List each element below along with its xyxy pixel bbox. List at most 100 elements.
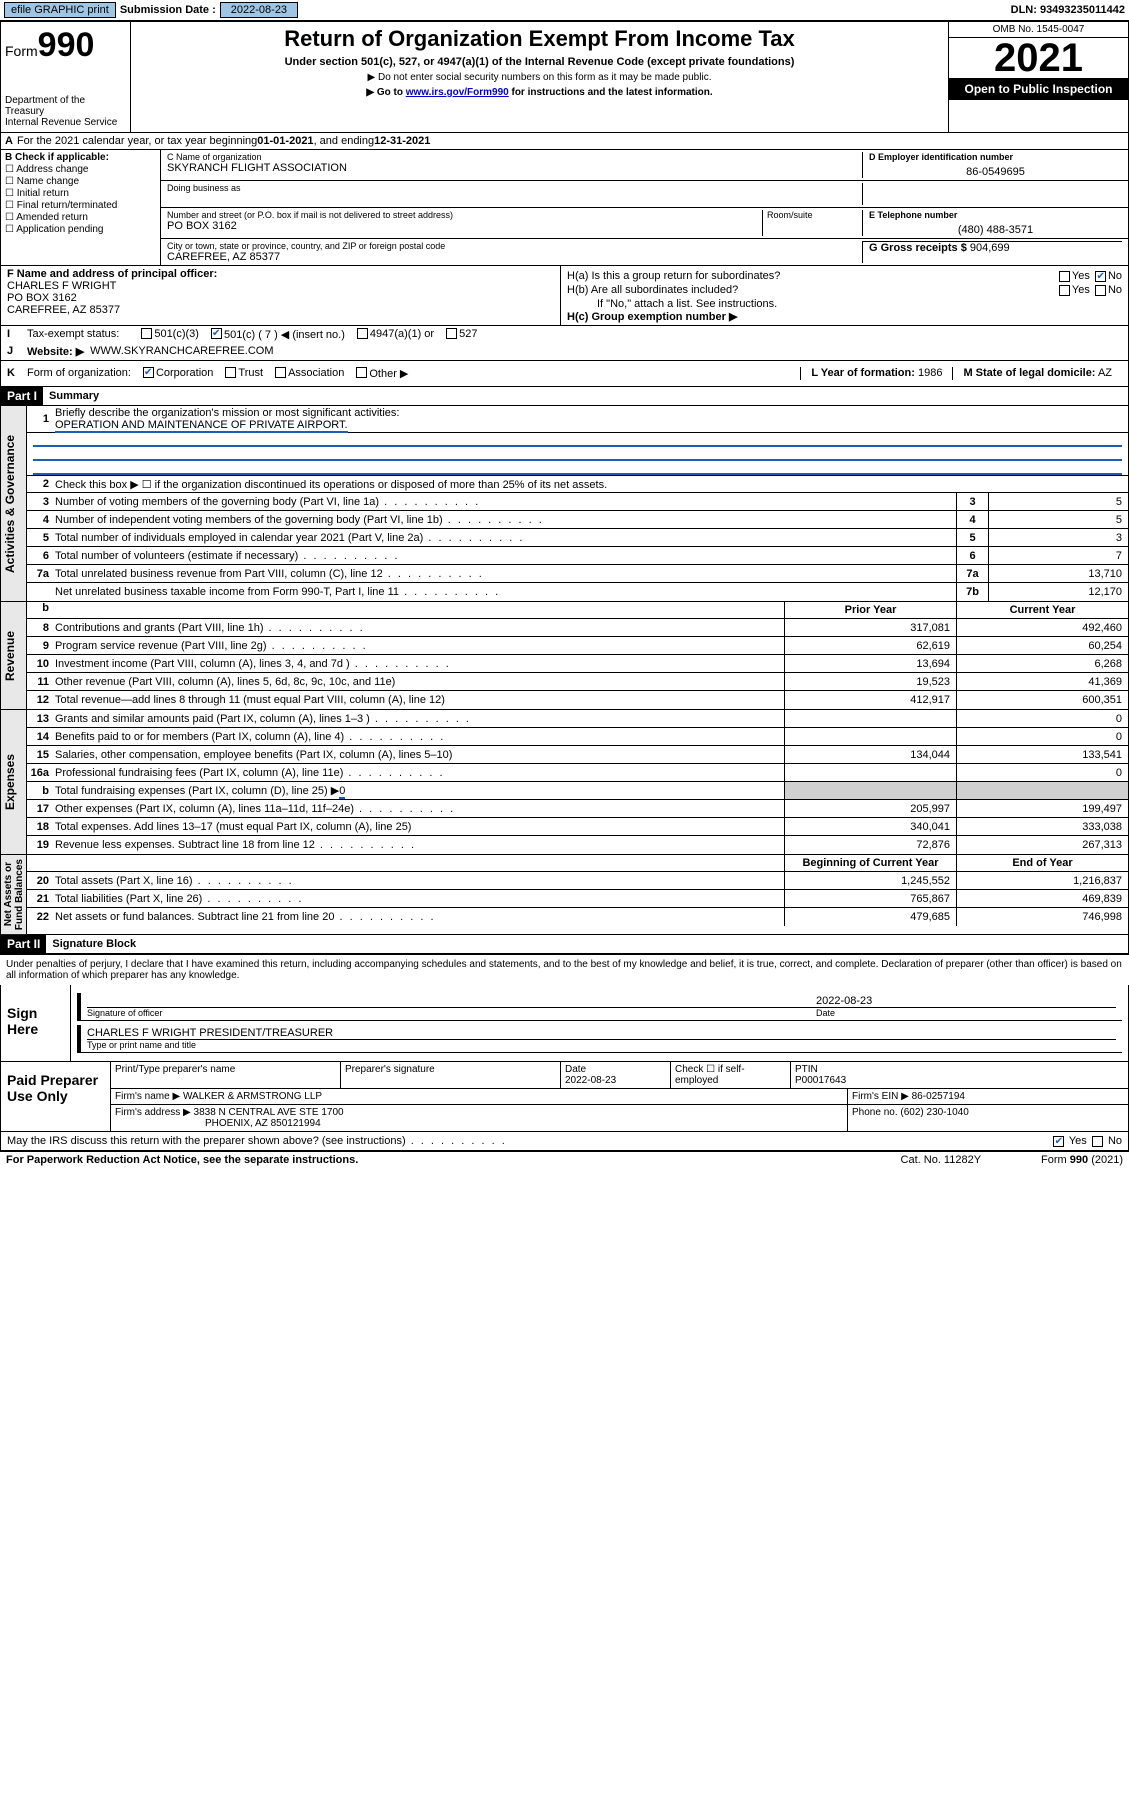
vert-exp: Expenses [1,710,27,854]
k-text: Form of organization: [27,367,131,380]
part2-header: Part II Signature Block [0,935,1129,954]
city-label: City or town, state or province, country… [167,241,862,251]
p14 [784,728,956,745]
label-a: A [5,135,13,147]
efile-button[interactable]: efile GRAPHIC print [4,2,116,18]
header-left: Form990 Department of the Treasury Inter… [1,22,131,132]
name-row: C Name of organization SKYRANCH FLIGHT A… [161,150,1128,181]
chk-pending[interactable]: ☐ Application pending [5,224,156,235]
c19: 267,313 [956,836,1128,854]
p19: 72,876 [784,836,956,854]
chk-501c3[interactable] [141,328,152,339]
c13: 0 [956,710,1128,727]
l16b: Total fundraising expenses (Part IX, col… [55,783,784,798]
paid-label: Paid Preparer Use Only [1,1062,111,1131]
form-word: Form [5,43,38,59]
check-self[interactable]: Check ☐ if self-employed [671,1062,791,1088]
ha-yes[interactable] [1059,271,1070,282]
l15: Salaries, other compensation, employee b… [55,748,784,762]
summary-exp: Expenses 13Grants and similar amounts pa… [0,710,1129,855]
l1-val: OPERATION AND MAINTENANCE OF PRIVATE AIR… [55,419,348,433]
b-label: B Check if applicable: [5,152,156,163]
l9: Program service revenue (Part VIII, line… [55,639,784,653]
c16a: 0 [956,764,1128,781]
part1-label: Part I [1,387,43,405]
sign-here-block: Sign Here 2022-08-23 Signature of office… [0,985,1129,1062]
l7a: Total unrelated business revenue from Pa… [55,567,956,581]
v4: 5 [988,511,1128,528]
prep-date: 2022-08-23 [565,1075,666,1086]
prep-date-lbl: Date [565,1064,666,1075]
year-end: 12-31-2021 [374,135,430,147]
sub3-pre: ▶ Go to [366,87,405,98]
l11: Other revenue (Part VIII, column (A), li… [55,675,784,689]
chk-trust[interactable] [225,367,236,378]
c12: 600,351 [956,691,1128,709]
part2-title: Signature Block [46,936,142,952]
p10: 13,694 [784,655,956,672]
discuss-yes[interactable] [1053,1136,1064,1147]
gross-label: G Gross receipts $ [869,242,967,254]
c21: 469,839 [956,890,1128,907]
c15: 133,541 [956,746,1128,763]
officer-addr2: CAREFREE, AZ 85377 [7,304,554,316]
discuss-no[interactable] [1092,1136,1103,1147]
chk-amended[interactable]: ☐ Amended return [5,212,156,223]
i-text: Tax-exempt status: [27,328,119,341]
label-j: J [7,345,27,358]
v3: 5 [988,493,1128,510]
vert-rev: Revenue [1,602,27,709]
beg-hdr: Beginning of Current Year [784,855,956,871]
section-bc: B Check if applicable: ☐ Address change … [0,150,1129,266]
firm-phone: (602) 230-1040 [900,1107,968,1118]
subtitle-2: ▶ Do not enter social security numbers o… [135,72,944,83]
p12: 412,917 [784,691,956,709]
p9: 62,619 [784,637,956,654]
gross-value: 904,699 [970,242,1010,254]
name-label: C Name of organization [167,152,862,162]
part1-header: Part I Summary [0,387,1129,406]
chk-address[interactable]: ☐ Address change [5,164,156,175]
chk-name[interactable]: ☐ Name change [5,176,156,187]
hc-label: H(c) Group exemption number ▶ [567,310,1122,323]
chk-final[interactable]: ☐ Final return/terminated [5,200,156,211]
l18: Total expenses. Add lines 13–17 (must eq… [55,820,784,834]
submission-date: 2022-08-23 [220,2,298,18]
irs-link[interactable]: www.irs.gov/Form990 [406,87,509,98]
chk-initial[interactable]: ☐ Initial return [5,188,156,199]
row-i: I Tax-exempt status: 501(c)(3) 501(c) ( … [0,326,1129,343]
discuss-row: May the IRS discuss this return with the… [0,1132,1129,1151]
chk-527[interactable] [446,328,457,339]
p21: 765,867 [784,890,956,907]
label-k: K [7,367,27,380]
l5: Total number of individuals employed in … [55,531,956,545]
discuss-text: May the IRS discuss this return with the… [7,1134,972,1148]
mission-line [33,433,1122,447]
firm-ein: 86-0257194 [912,1091,965,1102]
sign-here-label: Sign Here [1,985,71,1061]
firm-name-lbl: Firm's name ▶ [115,1091,180,1102]
phone-label: E Telephone number [869,210,1122,220]
chk-501c[interactable] [211,328,222,339]
org-city: CAREFREE, AZ 85377 [167,251,862,263]
chk-4947[interactable] [357,328,368,339]
p17: 205,997 [784,800,956,817]
hb-yes[interactable] [1059,285,1070,296]
header-mid: Return of Organization Exempt From Incom… [131,22,948,132]
row-a-mid: , and ending [314,135,375,147]
hb-no[interactable] [1095,285,1106,296]
j-text: Website: ▶ [27,345,84,358]
p11: 19,523 [784,673,956,690]
chk-corp[interactable] [143,367,154,378]
l16a: Professional fundraising fees (Part IX, … [55,766,784,780]
ha-no[interactable] [1095,271,1106,282]
l17: Other expenses (Part IX, column (A), lin… [55,802,784,816]
form-title: Return of Organization Exempt From Incom… [135,26,944,52]
officer-name: CHARLES F WRIGHT [7,280,554,292]
col-f: F Name and address of principal officer:… [1,266,561,325]
chk-assoc[interactable] [275,367,286,378]
chk-other[interactable] [356,367,367,378]
part1-title: Summary [43,388,105,404]
sig-date: 2022-08-23 [816,995,1116,1007]
sig-row-1: 2022-08-23 Signature of officerDate [77,993,1122,1021]
